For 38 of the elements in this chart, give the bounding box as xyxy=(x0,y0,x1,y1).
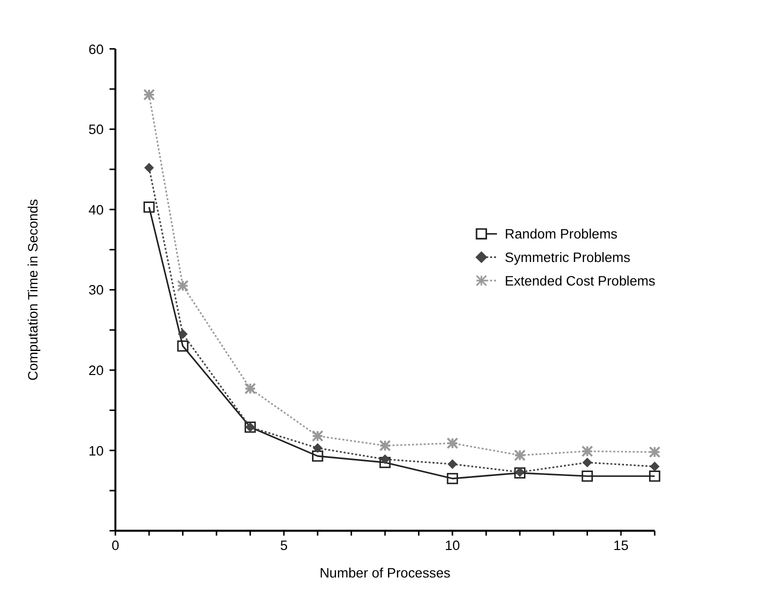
point xyxy=(380,454,390,464)
x-tick-label: 15 xyxy=(613,538,629,554)
point xyxy=(144,162,154,173)
legend-label: Symmetric Problems xyxy=(504,250,630,266)
legend-label: Random Problems xyxy=(504,226,618,242)
point xyxy=(176,280,189,292)
point xyxy=(581,445,594,458)
point xyxy=(379,456,391,468)
y-tick-label: 10 xyxy=(88,443,104,458)
point xyxy=(446,472,458,484)
y-tick-label: 20 xyxy=(88,362,104,378)
point xyxy=(143,88,155,101)
point xyxy=(582,470,593,482)
y-tick-label: 50 xyxy=(88,122,104,138)
point xyxy=(178,329,188,339)
point xyxy=(650,462,660,472)
point xyxy=(446,437,458,450)
legend-label: Extended Cost Problems xyxy=(504,273,656,288)
point xyxy=(244,382,256,394)
point xyxy=(143,202,155,213)
point xyxy=(312,443,322,453)
y-axis-title: Computation Time in Seconds xyxy=(26,198,40,381)
x-tick-label: 5 xyxy=(280,538,288,554)
point xyxy=(514,449,526,462)
point xyxy=(582,458,592,468)
point xyxy=(648,446,661,458)
point xyxy=(379,440,391,452)
y-tick-label: 30 xyxy=(88,282,104,298)
point xyxy=(312,430,324,442)
x-tick-label: 0 xyxy=(112,538,120,554)
x-axis-title: Number of Processes xyxy=(320,565,451,580)
point xyxy=(448,459,458,469)
x-tick-label: 10 xyxy=(444,538,460,554)
y-tick-label: 40 xyxy=(88,202,104,218)
y-tick-label: 60 xyxy=(88,42,104,57)
point xyxy=(177,340,188,352)
point xyxy=(649,470,660,482)
point xyxy=(312,450,324,462)
